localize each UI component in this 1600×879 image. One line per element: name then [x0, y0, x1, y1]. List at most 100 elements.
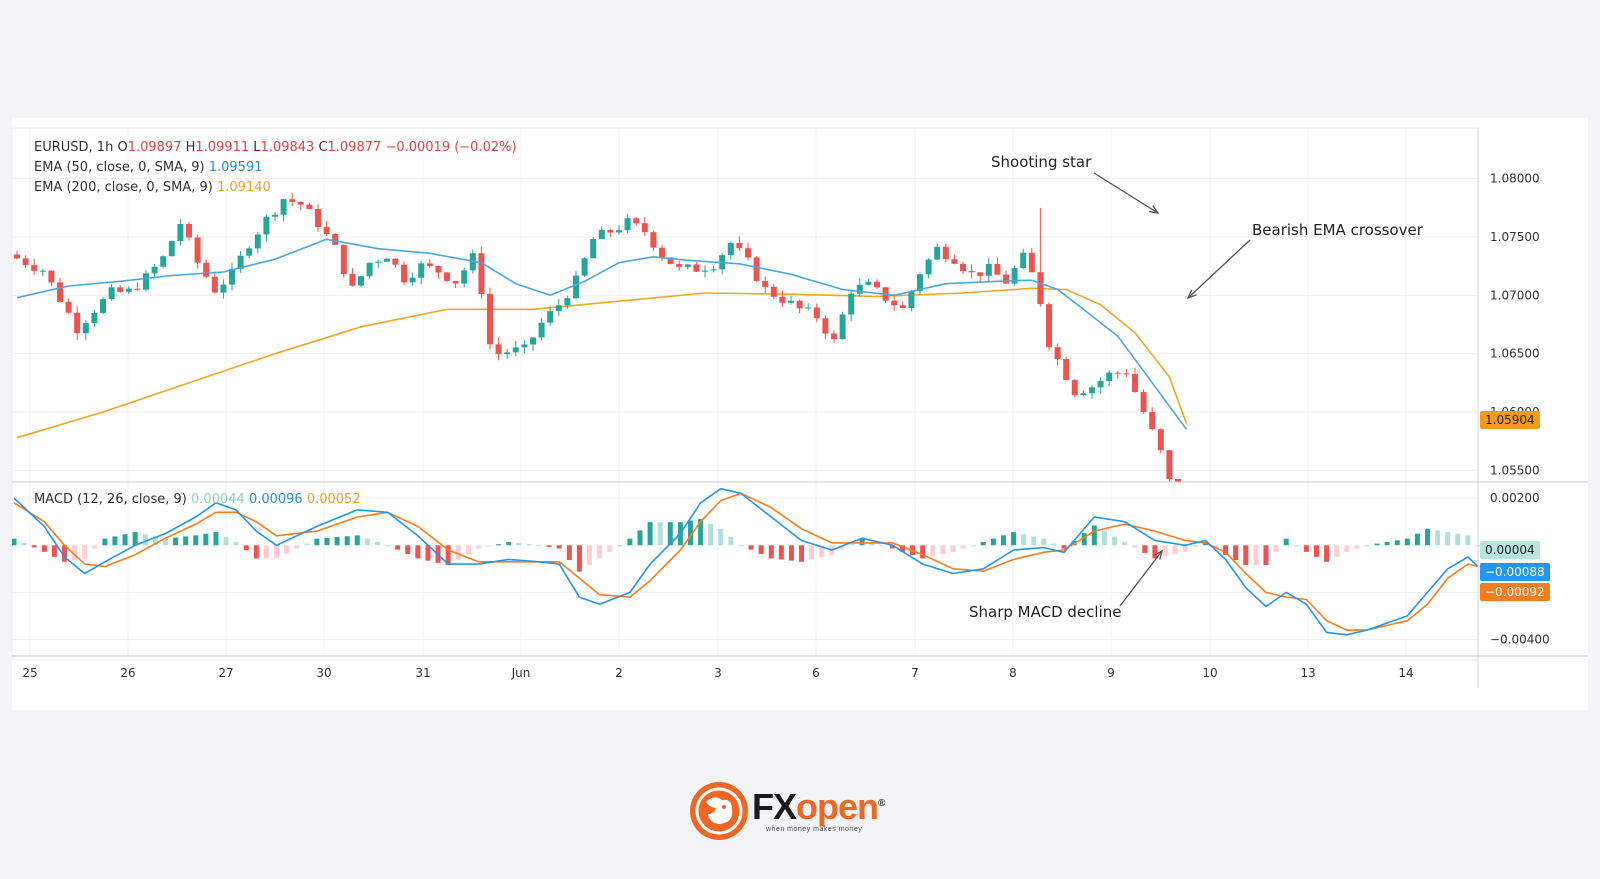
candle-body: [203, 262, 210, 277]
candle-body: [951, 259, 958, 264]
macd-decline-arrow-head: [1153, 549, 1164, 560]
macd-line-value: 0.00096: [248, 492, 303, 507]
candle-body: [452, 280, 459, 284]
candle-body: [383, 258, 390, 262]
candle-body: [426, 263, 433, 266]
candle-body: [512, 347, 519, 353]
logo-fx: FX: [752, 786, 797, 827]
candle-body: [1114, 372, 1121, 374]
candle-body: [1166, 450, 1173, 480]
chart-canvas[interactable]: 1.080001.075001.070001.065001.060001.055…: [12, 118, 1588, 710]
candle-body: [1020, 252, 1027, 269]
macd-hist-bar: [738, 545, 744, 547]
candle-body: [186, 224, 192, 238]
macd-hist-value: 0.00044: [191, 492, 245, 507]
macd-hist-bar: [385, 545, 391, 547]
macd-hist-bar: [1081, 533, 1087, 546]
macd-hist-bar: [1021, 534, 1027, 546]
bearish-crossover-annotation: Bearish EMA crossover: [1252, 221, 1423, 239]
macd-hist-bar: [687, 520, 693, 546]
candle-body: [1054, 347, 1061, 360]
price-tick-label: 1.06500: [1490, 347, 1540, 361]
registered-mark: ®: [878, 798, 885, 809]
time-tick-label: 6: [812, 666, 820, 680]
macd-hist-bar: [920, 545, 926, 559]
candle-body: [211, 276, 218, 293]
candle-body: [332, 233, 339, 245]
macd-hist-bar: [819, 545, 825, 558]
macd-hist-bar: [566, 545, 572, 561]
macd-hist-bar: [809, 545, 815, 560]
macd-hist-bar: [1182, 545, 1188, 552]
candle-body: [1106, 372, 1113, 381]
ema200-price-tag: 1.05904: [1480, 411, 1540, 429]
candle-body: [676, 264, 683, 267]
bull-logo-icon: [690, 782, 748, 840]
macd-hist-bar: [1445, 532, 1451, 546]
macd-hist-bar: [1152, 545, 1158, 559]
ema50-value: 1.09591: [208, 160, 263, 175]
chart-panel: 1.080001.075001.070001.065001.060001.055…: [12, 118, 1588, 710]
macd-hist-bar: [274, 545, 280, 559]
macd-hist-bar: [486, 545, 492, 547]
candle-body: [693, 264, 700, 272]
macd-hist-bar: [1051, 543, 1057, 546]
change-value: −0.00019 (−0.02%): [385, 140, 517, 155]
candle-body: [848, 293, 855, 315]
candle-body: [538, 322, 545, 338]
macd-hist-bar: [21, 543, 27, 546]
candle-body: [444, 272, 450, 281]
candle-body: [160, 256, 167, 267]
candle-body: [745, 248, 751, 258]
macd-hist-bar: [1425, 528, 1431, 546]
macd-hist-bar: [294, 545, 300, 549]
macd-hist-bar: [1011, 532, 1017, 546]
macd-hist-bar: [1344, 545, 1350, 552]
macd-hist-bar: [1253, 545, 1259, 566]
time-tick-label: 14: [1398, 666, 1413, 680]
macd-hist-bar: [1364, 545, 1370, 547]
macd-hist-bar: [1192, 545, 1198, 547]
time-tick-label: 25: [22, 666, 37, 680]
candle-body: [1089, 387, 1095, 394]
candle-body: [762, 280, 769, 287]
candle-body: [573, 275, 579, 299]
candle-body: [194, 237, 201, 263]
candle-body: [994, 263, 1001, 275]
macd-hist-bar: [92, 545, 98, 549]
macd-hist-bar: [263, 545, 269, 559]
candle-body: [349, 273, 356, 286]
shooting-star-arrow: [1093, 172, 1159, 214]
shooting-star-arrow-head: [1149, 205, 1160, 214]
candle-body: [435, 265, 442, 273]
macd-hist-bar: [980, 541, 986, 546]
candle-body: [323, 227, 330, 234]
macd-hist-bar: [526, 544, 532, 546]
macd-hist-bar: [728, 537, 734, 546]
macd-tick-label: −0.00400: [1490, 633, 1550, 647]
macd-hist-bar: [193, 535, 199, 546]
candle-body: [727, 242, 734, 256]
candle-body: [1063, 359, 1070, 381]
candle-body: [891, 300, 898, 306]
macd-hist-bar: [1122, 541, 1128, 546]
time-tick-label: 30: [316, 666, 331, 680]
macd-hist-bar: [1112, 536, 1118, 546]
candle-body: [177, 224, 184, 242]
candle-body: [753, 257, 760, 281]
macd-hist-bar: [1293, 545, 1299, 547]
close-label: C: [318, 140, 328, 155]
bearish-crossover-arrow-head: [1186, 289, 1197, 300]
candle-body: [100, 299, 106, 313]
candle-body: [263, 216, 270, 235]
macd-hist-bar: [556, 545, 562, 549]
macd-hist-bar: [1000, 535, 1006, 546]
time-tick-label: 7: [911, 666, 919, 680]
macd-hist-bar: [597, 545, 603, 559]
candle-body: [168, 241, 175, 257]
time-tick-label: 13: [1300, 666, 1315, 680]
macd-hist-bar: [839, 545, 845, 550]
candle-body: [125, 288, 132, 292]
macd-hist-bar: [142, 534, 148, 546]
macd-hist-bar: [1223, 545, 1229, 556]
